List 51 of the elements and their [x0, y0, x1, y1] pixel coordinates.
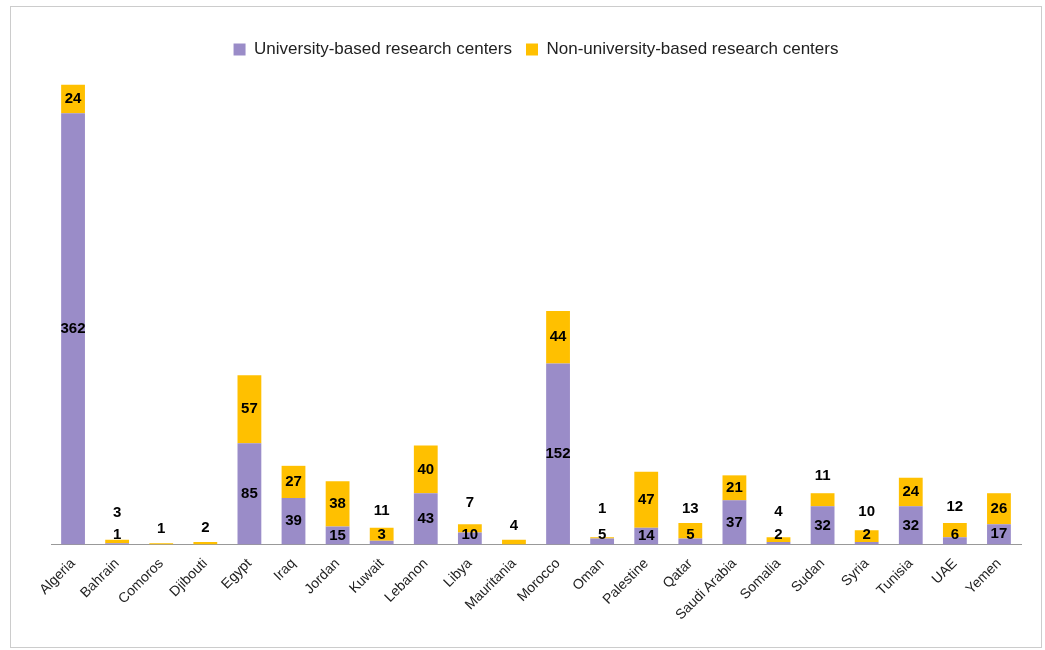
data-label: 1 — [597, 498, 607, 516]
legend-label: Non-university-based research centers — [546, 39, 839, 59]
bar — [678, 538, 703, 545]
bar — [634, 471, 659, 528]
data-label: 43 — [417, 508, 435, 526]
data-label: 40 — [417, 459, 435, 477]
data-label: 47 — [637, 489, 655, 507]
data-label: 3 — [377, 524, 386, 542]
data-label: 152 — [545, 444, 571, 462]
data-label: 37 — [726, 512, 743, 530]
data-label: 32 — [814, 515, 831, 533]
data-label: 24 — [64, 89, 83, 107]
data-label: 4 — [774, 502, 784, 520]
data-label: 24 — [902, 482, 920, 500]
bar — [546, 363, 570, 545]
data-label: 5 — [686, 524, 695, 542]
data-label: 32 — [902, 515, 920, 533]
bar — [61, 113, 85, 545]
legend-label: University-based research centers — [254, 39, 512, 59]
data-label: 27 — [285, 472, 302, 490]
data-label: 15 — [329, 525, 346, 543]
bar — [237, 443, 262, 545]
data-label: 10 — [858, 502, 876, 520]
data-label: 21 — [726, 478, 743, 495]
data-label: 39 — [285, 511, 302, 529]
data-label: 1 — [157, 519, 166, 537]
data-label: 26 — [990, 498, 1008, 516]
x-tick-label: Iraq — [269, 554, 299, 584]
data-label: 2 — [201, 518, 210, 536]
bar — [590, 538, 615, 545]
data-label: 57 — [241, 399, 258, 417]
bar — [413, 493, 438, 545]
data-label: 14 — [637, 526, 656, 544]
data-label: 4 — [509, 515, 519, 533]
data-label: 12 — [946, 497, 964, 515]
bar — [810, 493, 835, 507]
data-label: 1 — [112, 524, 122, 542]
data-label: 13 — [681, 498, 699, 516]
data-label: 3 — [112, 503, 122, 521]
data-label: 11 — [814, 466, 831, 484]
data-label: 7 — [465, 492, 475, 510]
data-label: 85 — [241, 483, 258, 501]
bar — [546, 310, 570, 364]
data-label: 17 — [990, 524, 1008, 542]
bar — [942, 537, 967, 545]
data-label: 44 — [549, 327, 568, 345]
bar — [237, 375, 262, 444]
data-label: 11 — [373, 501, 390, 518]
data-label: 362 — [60, 318, 86, 336]
data-label: 38 — [329, 494, 346, 512]
data-label: 2 — [862, 524, 871, 542]
